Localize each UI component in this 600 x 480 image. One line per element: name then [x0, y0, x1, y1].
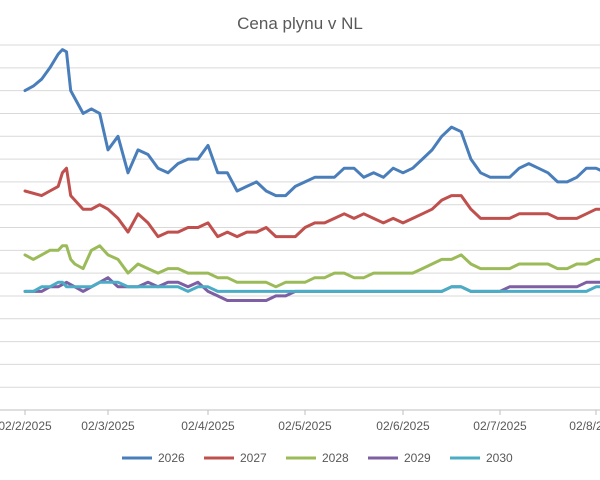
- legend-label-2028: 2028: [322, 451, 349, 465]
- legend-label-2027: 2027: [240, 451, 267, 465]
- x-tick-label: 02/7/2025: [473, 419, 527, 433]
- legend-label-2026: 2026: [158, 451, 185, 465]
- x-axis: 02/2/2025 02/3/2025 02/4/2025 02/5/2025 02/6…: [0, 409, 600, 433]
- series-line-2030: [23, 280, 600, 293]
- gridlines: [0, 44, 600, 388]
- legend-label-2030: 2030: [486, 451, 513, 465]
- series-line-2026: [23, 48, 600, 198]
- chart-title: Cena plynu v NL: [237, 14, 363, 33]
- x-tick-label: 02/3/2025: [81, 419, 135, 433]
- series-line-2027: [23, 166, 600, 239]
- x-tick-label: 02/5/2025: [278, 419, 332, 433]
- series-line-2028: [23, 244, 600, 289]
- legend-label-2029: 2029: [404, 451, 431, 465]
- x-tick-label: 02/4/2025: [181, 419, 235, 433]
- series-lines: [23, 48, 600, 302]
- x-tick-label: 02/6/2025: [376, 419, 430, 433]
- x-tick-label: 02/2/2025: [0, 419, 52, 433]
- x-tick-label: 02/8/2025: [569, 419, 600, 433]
- legend: 2026 2027 2028 2029 2030: [122, 451, 513, 465]
